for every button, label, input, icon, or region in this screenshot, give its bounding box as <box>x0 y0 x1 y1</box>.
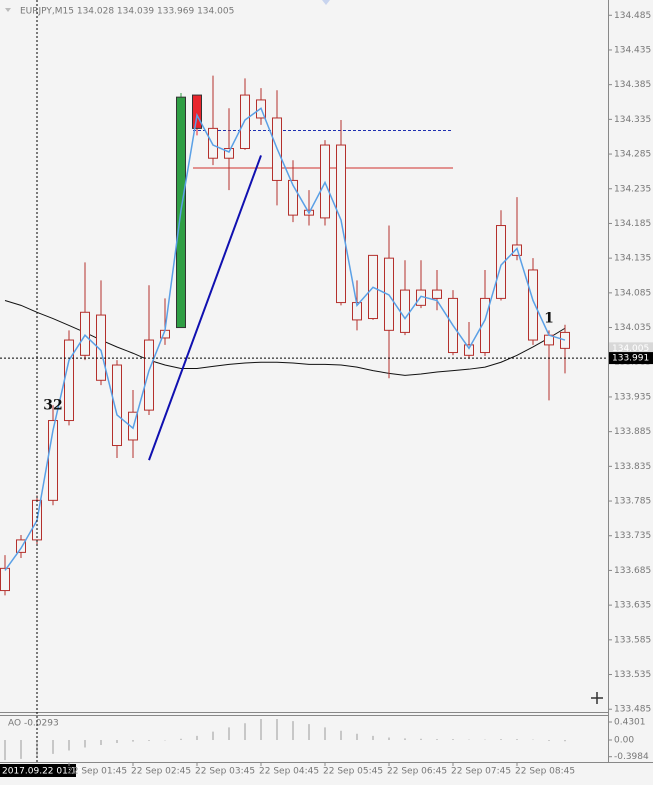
y-tick-label: 134.135 <box>614 254 651 264</box>
chart-header: EURJPY,M15 134.028 134.039 133.969 134.0… <box>20 7 234 17</box>
x-tick-label: 22 Sep 05:45 <box>323 767 383 777</box>
candle-body <box>496 225 506 299</box>
y-tick-label: 134.035 <box>614 323 651 333</box>
crosshair-price-label: 133.991 <box>612 354 649 364</box>
y-tick-label: 134.435 <box>614 45 651 55</box>
indicator-tick-label: 0.4301 <box>614 717 646 727</box>
candle-body <box>112 364 122 447</box>
y-tick-label: 134.235 <box>614 184 651 194</box>
candle-body <box>144 339 154 411</box>
x-tick-label: 22 Sep 04:45 <box>259 767 319 777</box>
x-tick-label: 22 Sep 03:45 <box>195 767 255 777</box>
annotation: 1 <box>544 311 554 327</box>
indicator-tick-label: -0.3984 <box>614 752 649 762</box>
candle-body <box>0 567 10 592</box>
y-tick-label: 133.485 <box>614 705 651 715</box>
candle-body <box>464 344 474 356</box>
candle-body <box>96 314 106 381</box>
indicator-tick-label: 0.00 <box>614 736 634 746</box>
y-tick-label: 133.685 <box>614 566 651 576</box>
candle-body <box>80 311 90 356</box>
y-tick-label: 133.785 <box>614 497 651 507</box>
trendline <box>148 155 262 461</box>
crosshair-time-box <box>0 764 76 777</box>
y-tick-label: 134.285 <box>614 150 651 160</box>
zigzag-line <box>4 107 566 571</box>
candle-body <box>528 269 538 341</box>
candle-body <box>480 297 490 354</box>
y-tick-label: 133.835 <box>614 462 651 472</box>
candle-body <box>208 127 218 159</box>
candle-body <box>240 94 250 150</box>
x-tick-label: 22 Sep 02:45 <box>131 767 191 777</box>
candle-body <box>48 420 58 501</box>
scroll-marker[interactable] <box>322 0 330 5</box>
crosshair-price-box <box>609 352 653 365</box>
candle-body <box>16 539 26 553</box>
bid-label-box <box>609 342 653 355</box>
candle-body <box>224 148 234 159</box>
menu-arrow[interactable] <box>5 8 11 12</box>
y-tick-label: 133.735 <box>614 531 651 541</box>
x-tick-label: 2017.09.22 01:15 <box>2 767 82 777</box>
y-tick-label: 134.385 <box>614 80 651 90</box>
y-tick-label: 134.485 <box>614 11 651 21</box>
candle-body <box>288 179 298 216</box>
y-tick-label: 134.335 <box>614 115 651 125</box>
annotation: 32 <box>43 397 62 413</box>
y-tick-label: 133.635 <box>614 601 651 611</box>
x-tick-label: 22 Sep 08:45 <box>515 767 575 777</box>
y-tick-label: 133.585 <box>614 635 651 645</box>
y-tick-label: 133.885 <box>614 427 651 437</box>
indicator-name: AO -0.0293 <box>8 719 59 729</box>
x-tick-label: 22 Sep 06:45 <box>387 767 447 777</box>
candle-body <box>400 289 410 333</box>
x-tick-label: 22 Sep 07:45 <box>451 767 511 777</box>
x-tick-label: 22 Sep 01:45 <box>67 767 127 777</box>
candle-body <box>192 94 202 129</box>
candle-body <box>64 339 74 422</box>
candle-body <box>432 289 442 299</box>
y-tick-label: 134.185 <box>614 219 651 229</box>
crosshair-cursor-icon <box>591 692 603 704</box>
candle-body <box>560 331 570 349</box>
bid-label: 134.005 <box>612 344 649 354</box>
y-tick-label: 134.085 <box>614 288 651 298</box>
y-tick-label: 133.535 <box>614 670 651 680</box>
y-tick-label: 133.935 <box>614 392 651 402</box>
